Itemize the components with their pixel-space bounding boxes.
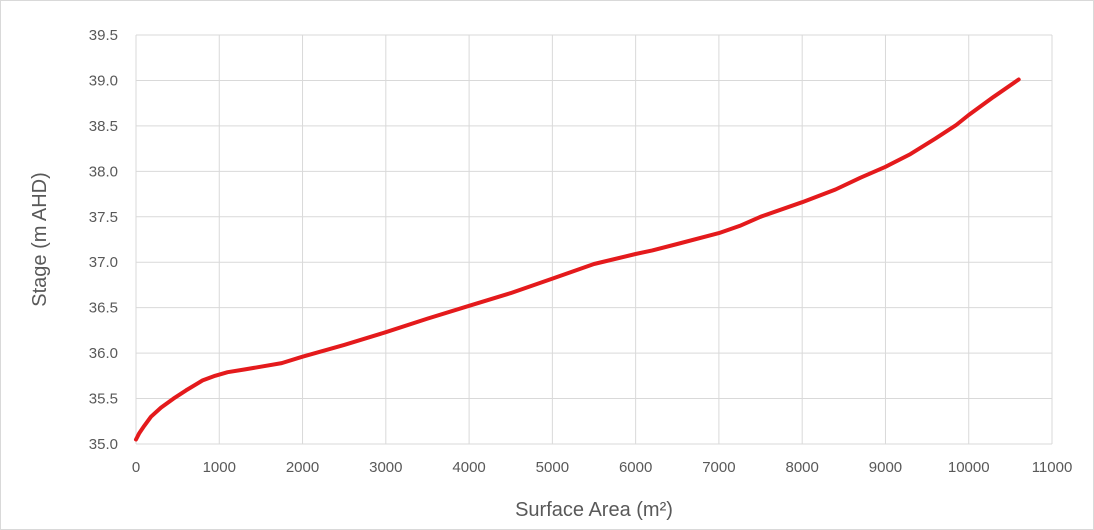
y-tick-label: 38.0 — [89, 163, 118, 180]
y-tick-label: 39.5 — [89, 27, 118, 44]
x-tick-label: 3000 — [369, 459, 402, 476]
y-axis-title: Stage (m AHD) — [29, 172, 51, 306]
x-tick-label: 7000 — [702, 459, 735, 476]
series-layer — [134, 77, 1021, 442]
x-tick-label: 10000 — [948, 459, 990, 476]
x-tick-label: 5000 — [536, 459, 569, 476]
x-tick-label: 2000 — [286, 459, 319, 476]
x-tick-labels: 0 1000 2000 3000 4000 5000 6000 7000 8000 9000 100… — [132, 459, 1072, 476]
y-tick-label: 37.5 — [89, 209, 118, 226]
x-tick-label: 4000 — [452, 459, 485, 476]
x-tick-label: 8000 — [785, 459, 818, 476]
y-tick-labels: 35.0 35.5 36.0 36.5 37.0 37.5 38.0 38.5 39.0 39.5 — [89, 27, 118, 453]
y-tick-label: 36.0 — [89, 345, 118, 362]
series-line — [134, 77, 1021, 442]
x-tick-label: 9000 — [869, 459, 902, 476]
y-tick-label: 36.5 — [89, 300, 118, 317]
y-tick-label: 39.0 — [89, 72, 118, 89]
gridlines — [135, 34, 1053, 445]
x-tick-label: 11000 — [1032, 459, 1073, 476]
y-tick-label: 37.0 — [89, 254, 118, 271]
y-tick-label: 35.0 — [89, 436, 118, 453]
y-tick-label: 35.5 — [89, 391, 118, 408]
x-tick-label: 6000 — [619, 459, 652, 476]
x-axis-title: Surface Area (m²) — [515, 499, 673, 521]
x-tick-label: 0 — [132, 459, 140, 476]
x-tick-label: 1000 — [203, 459, 236, 476]
y-tick-label: 38.5 — [89, 118, 118, 135]
